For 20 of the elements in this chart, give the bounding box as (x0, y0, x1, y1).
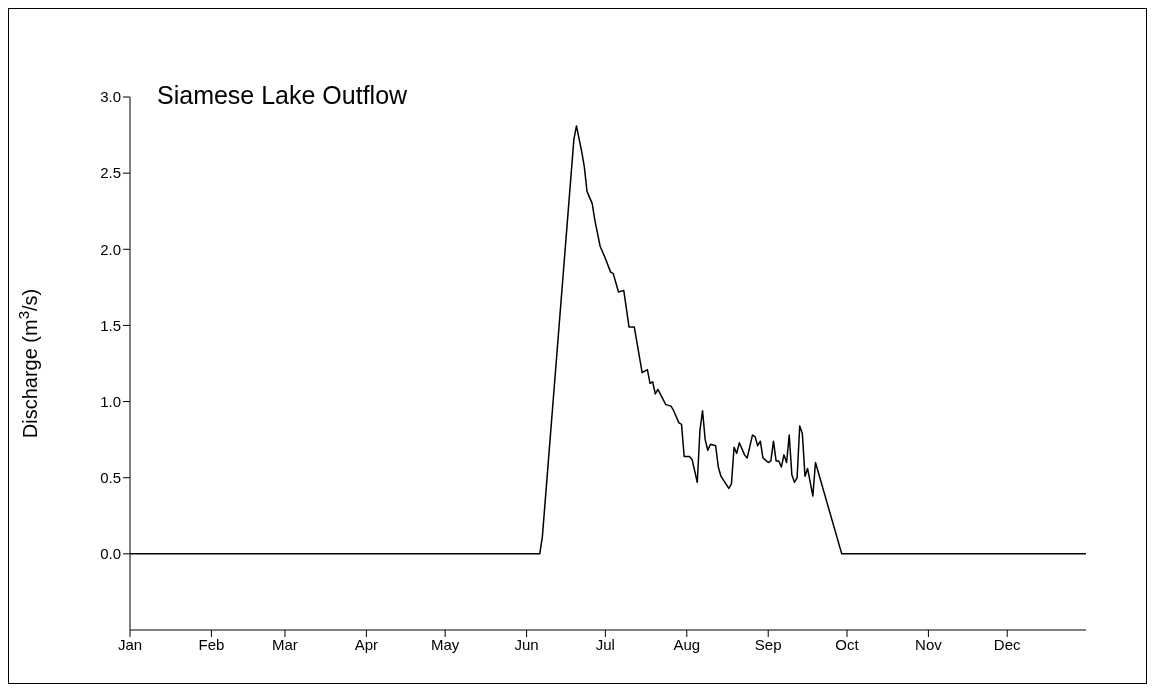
x-tick-label: Dec (993, 635, 1022, 653)
y-tick-label: 2.0 (100, 240, 121, 258)
x-tick-label: Apr (354, 635, 379, 653)
y-tick-label: 1.5 (100, 316, 121, 334)
y-tick-label: 2.5 (100, 164, 121, 182)
x-tick-label: Sep (754, 635, 782, 653)
y-tick-label: 0.0 (100, 545, 121, 563)
x-tick-label: Oct (835, 635, 860, 653)
x-tick-label: Jul (595, 635, 615, 653)
chart-title: Siamese Lake Outflow (157, 81, 408, 110)
x-tick-label: May (430, 635, 460, 653)
x-tick-label: Nov (915, 635, 943, 653)
x-tick-label: Aug (673, 635, 701, 653)
y-tick-label: 3.0 (100, 88, 121, 106)
x-tick-label: Jun (514, 635, 539, 653)
x-tick-label: Feb (198, 635, 225, 653)
x-tick-label: Mar (272, 635, 298, 653)
x-tick-label: Jan (117, 635, 143, 653)
y-tick-label: 0.5 (100, 469, 121, 487)
y-tick-label: 1.0 (100, 392, 121, 410)
